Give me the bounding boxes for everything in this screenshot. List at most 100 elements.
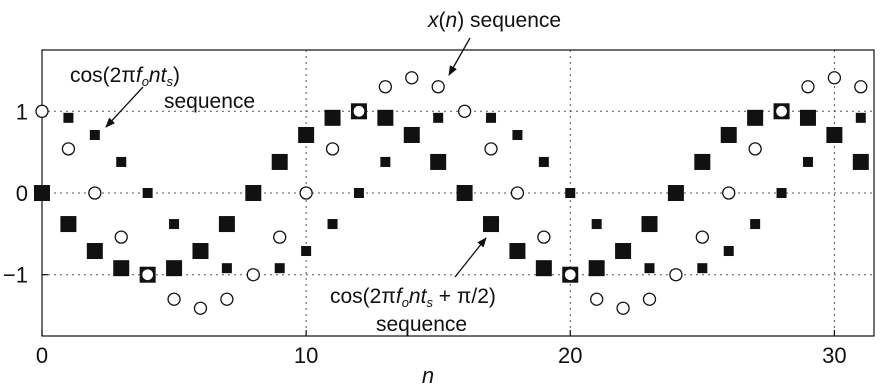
xn-point: [273, 230, 287, 244]
x-axis-label: n: [422, 363, 434, 386]
cos-point: [697, 263, 708, 274]
cos-point: [353, 188, 364, 198]
xn-point: [193, 301, 208, 315]
cos-shift-point: [535, 260, 552, 277]
cos-shift-point: [720, 126, 737, 143]
cos-point: [565, 188, 576, 198]
x-tick-label: 30: [822, 343, 846, 368]
cos-shift-point: [588, 260, 605, 277]
xn-point: [61, 142, 76, 156]
cos-point: [512, 129, 523, 140]
xn-point: [642, 292, 657, 306]
cos-shift-point: [60, 216, 77, 233]
xn-point: [299, 186, 313, 200]
cos-shift-point: [192, 243, 209, 260]
cos-point: [644, 263, 655, 274]
cos-point: [855, 112, 866, 123]
xn-point: [405, 71, 419, 85]
cos-point: [723, 246, 734, 257]
cos-shift-point: [694, 153, 711, 170]
annotation-cos-shift-line2: sequence: [376, 313, 467, 336]
annotation-cos-sequence-line2: sequence: [164, 90, 255, 113]
cos-shift-point: [615, 243, 632, 260]
cos-shift-point: [456, 185, 473, 201]
cos-shift-point: [86, 243, 103, 260]
annotation-cos-sequence-line1: cos(2πfonts): [70, 64, 180, 89]
cos-shift-point: [852, 153, 869, 170]
cos-shift-point: [324, 109, 341, 126]
x-tick-label: 10: [294, 343, 318, 368]
cos-point: [538, 156, 549, 167]
y-tick-label: 1: [16, 99, 28, 124]
xn-point: [431, 80, 445, 94]
xn-point: [35, 104, 49, 118]
annotation-xn-sequence: x(n) sequence: [427, 9, 561, 32]
xn-point: [748, 142, 762, 156]
cos-point: [591, 219, 602, 230]
data-points: [34, 71, 869, 315]
cos-shift-point: [509, 243, 526, 260]
cos-shift-point: [826, 126, 843, 143]
xn-point: [669, 268, 683, 282]
xn-point: [801, 80, 815, 94]
cos-point: [116, 156, 127, 167]
cos-point: [221, 263, 232, 274]
y-tick-label: 0: [16, 181, 28, 206]
cos-shift-point: [166, 260, 183, 277]
cos-shift-point: [799, 109, 816, 126]
cos-point: [169, 219, 180, 230]
cos-point: [63, 112, 74, 123]
xn-point: [114, 230, 128, 244]
xn-point: [484, 142, 498, 156]
cos-shift-point: [271, 153, 288, 170]
cos-shift-point: [113, 260, 130, 277]
cos-point: [142, 188, 153, 198]
xn-point: [590, 292, 604, 306]
xn-point: [141, 268, 155, 282]
cos-shift-point: [667, 185, 684, 201]
cos-shift-point: [245, 185, 262, 201]
xn-point: [246, 268, 260, 282]
annotation-cos-shift-background: [326, 282, 501, 334]
xn-point: [510, 186, 525, 200]
xn-point: [616, 301, 630, 315]
cos-point: [89, 129, 100, 140]
cos-shift-point: [483, 216, 500, 233]
xn-point: [220, 292, 234, 306]
x-tick-label: 0: [36, 343, 48, 368]
y-tick-label: −1: [3, 263, 28, 288]
xn-point: [537, 230, 551, 244]
xn-point: [325, 142, 340, 156]
xn-point: [827, 71, 842, 85]
cos-shift-point: [747, 109, 764, 126]
xn-point: [457, 104, 472, 118]
cos-point: [274, 263, 285, 274]
xn-point: [563, 268, 577, 282]
arrow-cos-shift-sequence: [454, 237, 487, 278]
cos-shift-point: [403, 126, 420, 143]
cos-point: [750, 219, 761, 230]
xn-point: [695, 230, 709, 244]
cos-point: [301, 246, 312, 257]
annotation-cos-shift-line1: cos(2πfonts + π/2): [330, 285, 496, 310]
xn-point: [854, 80, 868, 94]
xn-point: [774, 104, 789, 118]
xn-point: [722, 186, 736, 200]
arrow-cos-sequence: [105, 86, 144, 128]
cos-point: [433, 112, 444, 123]
xn-point: [378, 80, 393, 94]
cos-shift-point: [34, 185, 50, 201]
cos-shift-point: [218, 216, 235, 233]
xn-point: [167, 292, 181, 306]
x-tick-label: 20: [558, 343, 582, 368]
cos-point: [802, 156, 813, 167]
xn-point: [352, 104, 366, 118]
cos-shift-point: [377, 109, 394, 126]
cos-shift-point: [298, 126, 315, 143]
cos-shift-point: [430, 153, 447, 170]
cos-point: [327, 219, 338, 230]
cos-point: [380, 156, 391, 167]
cos-point: [486, 112, 497, 123]
cos-shift-point: [641, 216, 658, 233]
